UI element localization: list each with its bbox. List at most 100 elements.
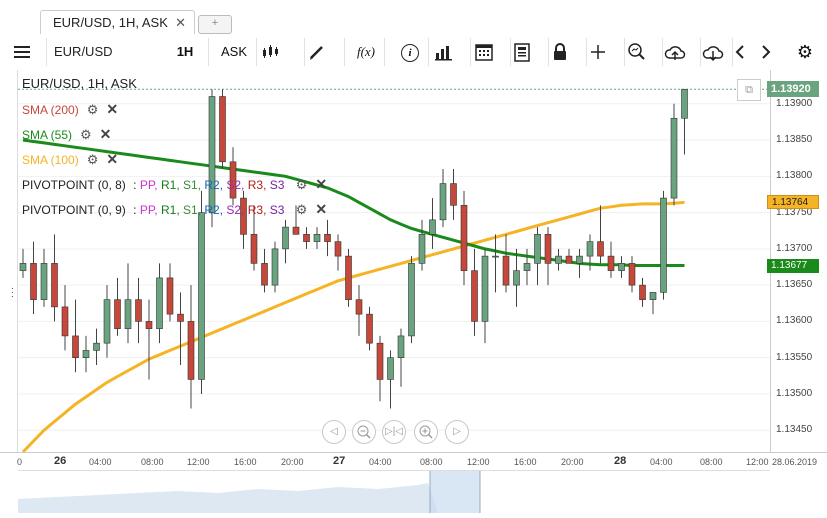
candle: [523, 248, 531, 286]
candle: [51, 234, 58, 322]
candle: [72, 299, 79, 373]
y-tick-label: 1.13550: [776, 351, 813, 363]
candle-body: [72, 335, 79, 358]
sma100-line: [21, 200, 685, 452]
gear-icon[interactable]: ⚙: [796, 42, 814, 62]
x-time-label: 16:00: [234, 457, 257, 467]
popout-icon[interactable]: ⧉: [737, 79, 761, 101]
chevron-left-icon[interactable]: [734, 38, 754, 66]
pivot-level-label: PP,: [139, 178, 161, 192]
symbol-selector[interactable]: EUR/USD: [54, 44, 113, 59]
x-time-label: 04:00: [369, 457, 392, 467]
reset-view-button[interactable]: ▷|◁: [382, 420, 406, 444]
candle-body: [145, 321, 153, 329]
chart-plot-area[interactable]: [18, 70, 770, 452]
bar-chart-icon[interactable]: [434, 38, 471, 66]
candle: [597, 205, 604, 264]
interval-selector[interactable]: 1H: [162, 38, 209, 66]
sma200-remove-icon[interactable]: ✕: [106, 101, 119, 117]
candle: [187, 285, 195, 409]
sma100-settings-icon[interactable]: ⚙: [86, 152, 99, 167]
candle: [166, 263, 174, 322]
candle-body: [408, 263, 415, 337]
candle-body: [156, 277, 163, 329]
candle-body: [208, 96, 216, 213]
candle-body: [660, 197, 667, 293]
candle: [565, 248, 573, 264]
candle-body: [429, 219, 436, 235]
add-tab-button[interactable]: +: [198, 15, 232, 34]
candle: [82, 335, 90, 373]
y-tick-label: 1.13800: [776, 170, 813, 182]
pivotpoint-8-settings-icon[interactable]: ⚙: [295, 177, 308, 192]
candle: [576, 248, 583, 278]
sma200-settings-icon[interactable]: ⚙: [86, 102, 99, 117]
candle: [366, 306, 373, 351]
fx-icon[interactable]: f(x): [348, 38, 385, 66]
candle-body: [492, 255, 499, 258]
candlestick-icon[interactable]: [260, 38, 305, 66]
resize-handle-icon[interactable]: ...: [11, 281, 14, 300]
zoom-icon[interactable]: [626, 38, 663, 66]
chevron-right-icon[interactable]: [760, 38, 780, 66]
pivotpoint-9-settings-icon[interactable]: ⚙: [295, 202, 308, 217]
crosshair-icon[interactable]: [588, 38, 625, 66]
pivot-level-label: S2,: [226, 178, 248, 192]
sma55-remove-icon[interactable]: ✕: [99, 126, 112, 142]
pencil-icon[interactable]: [308, 38, 345, 66]
tab-close-icon[interactable]: ✕: [175, 15, 186, 30]
candle-body: [187, 321, 195, 380]
y-tick-label: 1.13650: [776, 279, 813, 291]
cloud-upload-icon[interactable]: [664, 38, 701, 66]
candle: [649, 292, 657, 315]
candle: [555, 248, 562, 271]
x-date-label: 28.06.2019: [772, 457, 818, 467]
candle-body: [439, 183, 447, 221]
candle: [324, 219, 331, 257]
x-time-label: 12:00: [187, 457, 210, 467]
sma55-line: [22, 138, 685, 267]
price-chart[interactable]: [18, 70, 770, 452]
pivotpoint-8-remove-icon[interactable]: ✕: [315, 176, 328, 192]
price-side-selector[interactable]: ASK: [212, 38, 257, 66]
x-time-label: 08:00: [420, 457, 443, 467]
candle-body: [61, 306, 69, 337]
zoom-out-button[interactable]: [352, 420, 376, 444]
candle: [502, 234, 510, 293]
calendar-icon[interactable]: [474, 38, 511, 66]
chart-tab[interactable]: EUR/USD, 1H, ASK ✕: [40, 10, 195, 34]
scroll-right-button[interactable]: ▷: [445, 420, 469, 444]
pivot-level-label: R2,: [204, 178, 227, 192]
sma100-remove-icon[interactable]: ✕: [106, 151, 119, 167]
candle-body: [229, 161, 237, 199]
candle-body: [250, 234, 258, 264]
x-axis: 0 26 27 28 04:00 08:00 12:00 16:00 20:00 04:00 08:…: [0, 452, 827, 471]
scroll-left-button[interactable]: ◁: [322, 420, 346, 444]
candle-body: [586, 241, 594, 257]
navigator-panel[interactable]: [18, 470, 770, 513]
candle-body: [30, 263, 37, 300]
info-icon[interactable]: i: [392, 38, 429, 66]
candle-body: [313, 234, 321, 242]
sma100-price-tag: 1.13764: [767, 195, 819, 210]
info-label: i: [401, 44, 419, 62]
candle: [418, 219, 426, 271]
candle-body: [166, 277, 174, 315]
candle: [607, 241, 615, 278]
pivot-level-label: S1,: [183, 203, 205, 217]
cloud-download-icon[interactable]: [702, 38, 733, 66]
zoom-in-button[interactable]: [414, 420, 438, 444]
candle: [376, 335, 384, 402]
lock-icon[interactable]: [550, 38, 587, 66]
candle-body: [51, 263, 58, 308]
x-time-label: 04:00: [89, 457, 112, 467]
pivot-level-label: R1,: [160, 178, 183, 192]
sma200-label: SMA (200): [22, 103, 79, 117]
candle-body: [282, 226, 289, 250]
hamburger-icon[interactable]: [12, 38, 47, 66]
candle-body: [135, 299, 142, 322]
candle: [628, 256, 636, 293]
pivotpoint-9-remove-icon[interactable]: ✕: [315, 201, 328, 217]
report-icon[interactable]: [512, 38, 549, 66]
sma55-settings-icon[interactable]: ⚙: [80, 127, 92, 142]
